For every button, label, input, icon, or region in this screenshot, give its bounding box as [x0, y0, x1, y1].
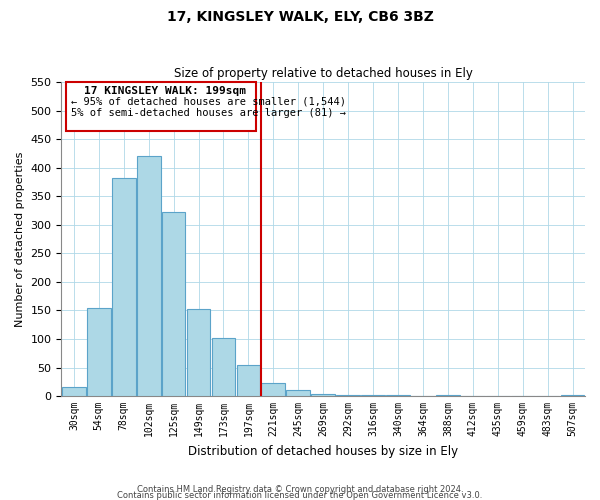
Text: 17 KINGSLEY WALK: 199sqm: 17 KINGSLEY WALK: 199sqm — [84, 86, 246, 96]
Text: 17, KINGSLEY WALK, ELY, CB6 3BZ: 17, KINGSLEY WALK, ELY, CB6 3BZ — [167, 10, 433, 24]
Bar — [62, 388, 86, 396]
Bar — [162, 212, 185, 396]
Bar — [137, 156, 161, 396]
Bar — [236, 364, 260, 396]
Bar — [212, 338, 235, 396]
Text: 5% of semi-detached houses are larger (81) →: 5% of semi-detached houses are larger (8… — [71, 108, 346, 118]
Bar — [87, 308, 110, 396]
Y-axis label: Number of detached properties: Number of detached properties — [15, 152, 25, 326]
FancyBboxPatch shape — [67, 82, 256, 130]
Bar — [311, 394, 335, 396]
Bar — [262, 384, 285, 396]
Title: Size of property relative to detached houses in Ely: Size of property relative to detached ho… — [174, 66, 473, 80]
Bar — [187, 308, 211, 396]
Bar — [286, 390, 310, 396]
Bar — [336, 395, 360, 396]
Text: Contains public sector information licensed under the Open Government Licence v3: Contains public sector information licen… — [118, 490, 482, 500]
Text: ← 95% of detached houses are smaller (1,544): ← 95% of detached houses are smaller (1,… — [71, 96, 346, 106]
Text: Contains HM Land Registry data © Crown copyright and database right 2024.: Contains HM Land Registry data © Crown c… — [137, 484, 463, 494]
Bar — [112, 178, 136, 396]
X-axis label: Distribution of detached houses by size in Ely: Distribution of detached houses by size … — [188, 444, 458, 458]
